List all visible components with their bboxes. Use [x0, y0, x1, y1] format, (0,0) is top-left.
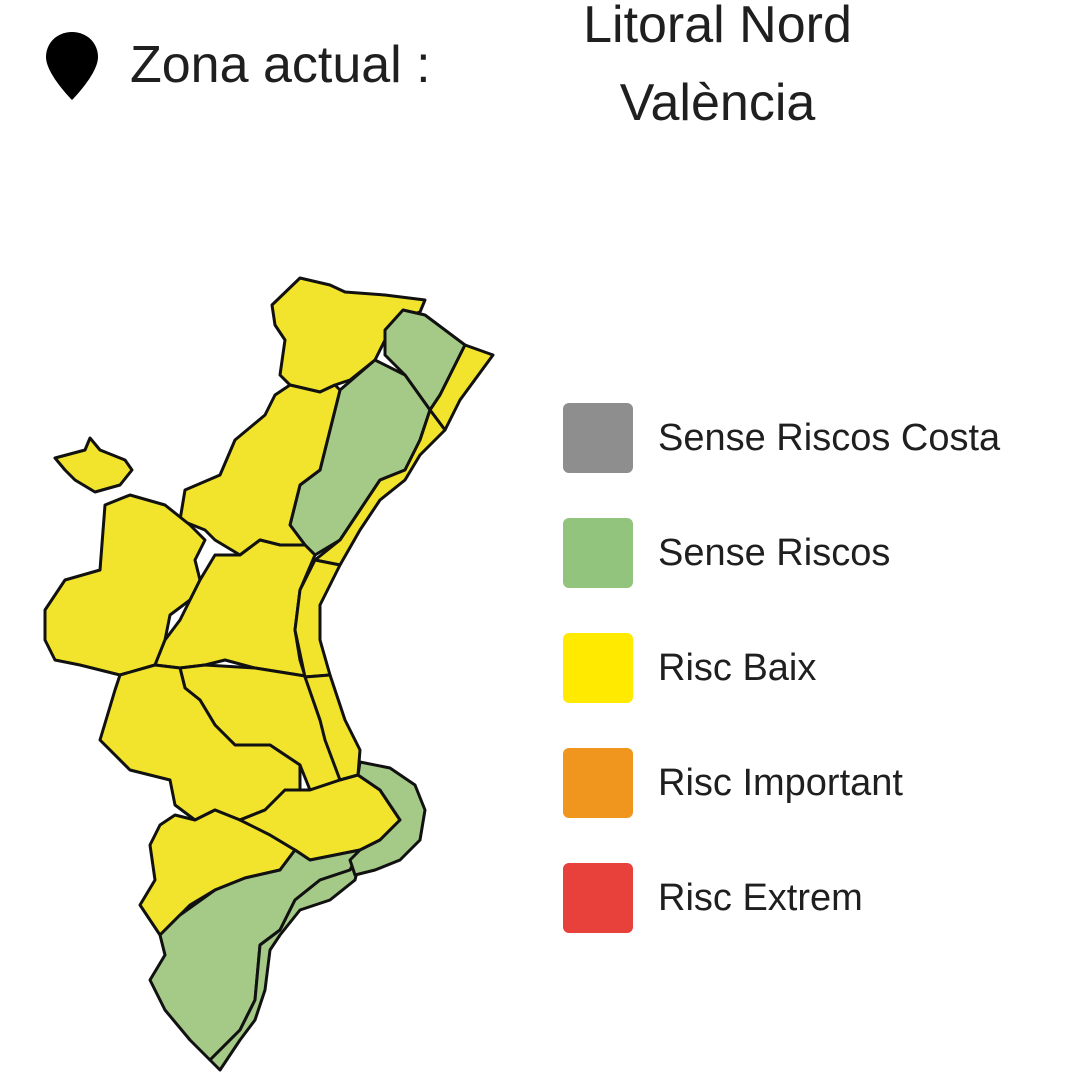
legend-item-risc-important: Risc Important	[563, 748, 1000, 818]
legend-label: Risc Extrem	[658, 876, 863, 919]
legend-label: Sense Riscos Costa	[658, 416, 1001, 459]
legend-swatch	[563, 403, 633, 473]
legend-item-sense-riscos-costa: Sense Riscos Costa	[563, 403, 1000, 473]
legend-item-sense-riscos: Sense Riscos	[563, 518, 1000, 588]
risk-legend: Sense Riscos Costa Sense Riscos Risc Bai…	[563, 403, 1000, 978]
legend-swatch	[563, 633, 633, 703]
legend-item-risc-extrem: Risc Extrem	[563, 863, 1000, 933]
zone-costera[interactable]	[98, 663, 302, 822]
zone-north-interior[interactable]	[270, 276, 427, 394]
zone-alacant-south-coast[interactable]	[208, 858, 362, 1072]
current-zone-label: Zona actual :	[130, 36, 431, 94]
legend-swatch	[563, 863, 633, 933]
legend-label: Risc Baix	[658, 646, 817, 689]
zone-marina-coast[interactable]	[348, 760, 427, 877]
current-zone-name-line1: Litoral Nord	[583, 0, 852, 54]
zone-rincon-ademuz[interactable]	[53, 436, 134, 494]
current-zone-name-line2: València	[619, 74, 816, 132]
map-pin-icon	[46, 32, 98, 100]
legend-swatch	[563, 518, 633, 588]
legend-label: Risc Important	[658, 761, 903, 804]
legend-item-risc-baix: Risc Baix	[563, 633, 1000, 703]
legend-label: Sense Riscos	[658, 531, 891, 574]
legend-swatch	[563, 748, 633, 818]
